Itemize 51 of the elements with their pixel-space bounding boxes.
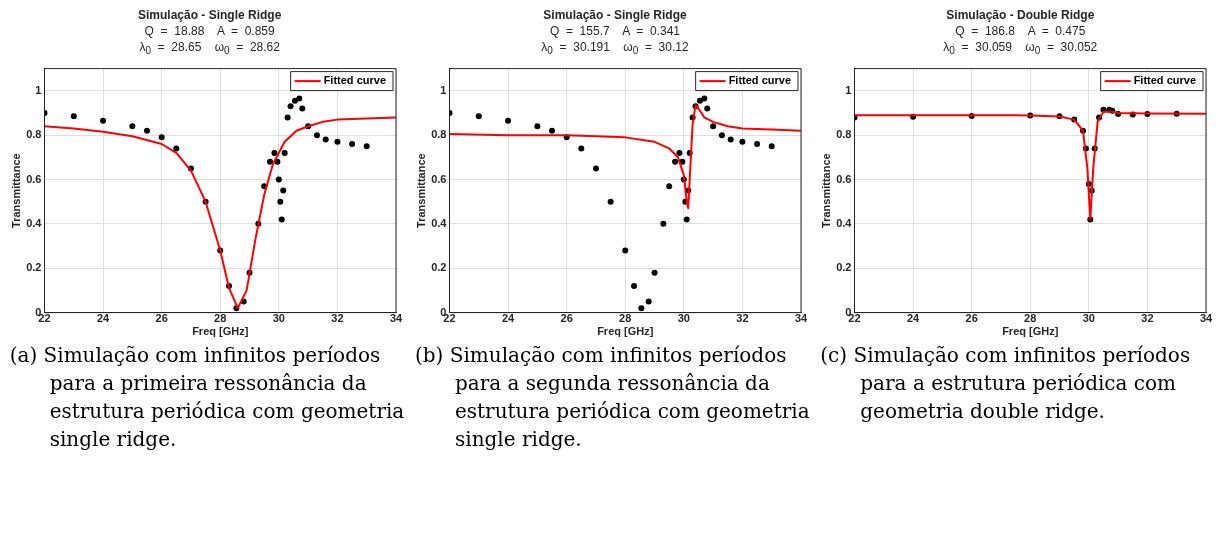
x-axis-title: Freq [GHz] <box>191 325 249 338</box>
y-axis-title: Transmittance <box>9 153 22 229</box>
chart-title: Simulação - Double Ridge <box>946 8 1095 23</box>
x-tick-label: 26 <box>155 312 168 325</box>
x-tick-label: 34 <box>794 312 808 325</box>
x-tick-label: 30 <box>272 312 285 325</box>
x-tick-label: 30 <box>677 312 690 325</box>
chart-title: Simulação - Single Ridge <box>543 8 687 23</box>
y-tick-label: 1 <box>440 84 447 97</box>
chart-subtitle: Q = 186.8 A = 0.475 λ$_{0}$ = 30.059 ω$_{0}$ = 30.052 <box>943 23 1098 59</box>
y-tick-label: 0.8 <box>431 128 447 141</box>
y-tick-label: 1 <box>35 84 42 97</box>
x-tick-label: 30 <box>1083 312 1096 325</box>
y-tick-label: 0.6 <box>25 172 42 185</box>
text: (c) Simulação com infinitos períodos para a estrutura periódica com geometria double ridge. <box>820 342 1192 426</box>
x-tick-label: 28 <box>619 312 632 325</box>
x-tick-label: 34 <box>1200 312 1214 325</box>
x-tick-label: 26 <box>560 312 573 325</box>
text: (a) Simulação com infinitos períodos para a primeira ressonância da estrutura periódica com geometria single ridge. <box>9 342 406 454</box>
x-tick-label: 32 <box>736 312 749 325</box>
y-tick-label: 0.8 <box>836 128 852 141</box>
x-tick-label: 28 <box>213 312 227 325</box>
y-tick-label: 1 <box>845 84 852 97</box>
legend-label: Fitted curve <box>728 74 791 87</box>
legend-label: Fitted curve <box>1133 74 1197 87</box>
y-axis-title: Transmittance <box>414 153 427 229</box>
y-tick-label: 0.4 <box>431 217 448 230</box>
legend-label: Fitted curve <box>323 74 386 87</box>
x-tick-label: 24 <box>501 312 516 325</box>
x-tick-label: 24 <box>96 312 110 325</box>
x-tick-label: 28 <box>1024 312 1037 325</box>
chart-title: Simulação - Single Ridge <box>137 8 282 23</box>
chart-subtitle: Q = 155.7 A = 0.341 λ$_{0}$ = 30.191 ω$_{0}$ = 30.12 <box>541 23 689 59</box>
y-tick-label: 0.4 <box>25 217 43 230</box>
y-tick-label: 0.6 <box>836 172 852 185</box>
x-axis-title: Freq [GHz] <box>1002 325 1059 338</box>
chart-subtitle: Q = 18.88 A = 0.859 λ$_{0}$ = 28.65 ω$_{0}$ = 28.62 <box>139 23 280 59</box>
x-tick-label: 32 <box>1141 312 1154 325</box>
y-tick-label: 0.6 <box>431 172 447 185</box>
y-tick-label: 0.2 <box>836 261 852 274</box>
y-tick-label: 0.2 <box>431 261 447 274</box>
y-tick-label: 0.8 <box>25 128 42 141</box>
x-tick-label: 24 <box>907 312 921 325</box>
x-tick-label: 34 <box>389 312 403 325</box>
y-axis-title: Transmittance <box>819 153 832 229</box>
x-tick-label: 26 <box>965 312 979 325</box>
x-tick-label: 32 <box>330 312 344 325</box>
y-tick-label: 0.4 <box>836 217 853 230</box>
x-axis-title: Freq [GHz] <box>597 325 654 338</box>
y-tick-label: 0.2 <box>25 261 42 274</box>
text: (b) Simulação com infinitos períodos para a segunda ressonância da estrutura periódica com geometria single ridge. <box>414 342 811 454</box>
